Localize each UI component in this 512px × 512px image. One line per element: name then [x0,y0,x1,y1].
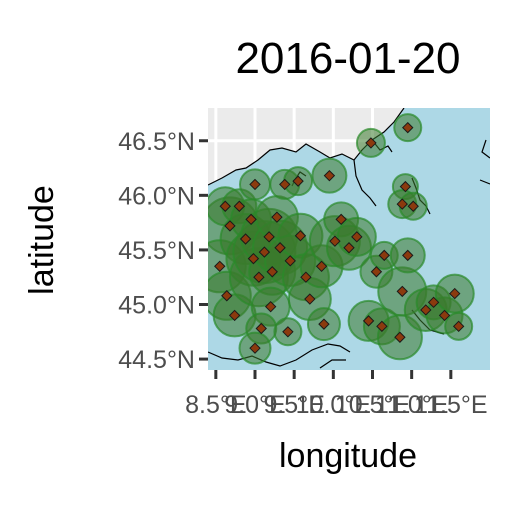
station-marker [304,293,316,305]
station-marker [402,249,414,262]
region-border [479,179,490,185]
station-marker [233,200,246,212]
x-tick-label: 11.5°E [414,391,487,419]
y-tick-label: 45.0°N [118,292,195,320]
station-marker [249,178,261,191]
station-marker [438,309,451,322]
station-marker [255,322,267,335]
region-border [353,159,377,207]
station-marker [239,233,252,245]
x-axis: 8.5°E9.0°E9.5°E10.0°E10.5°E11.0°E11.5°E [185,370,488,419]
y-tick-label: 46.0°N [118,182,195,210]
x-tick-label: 9.5°E [263,391,324,419]
station-marker [370,266,383,278]
region-border [208,343,351,367]
station-marker [264,300,277,313]
x-tick-label: 9.0°E [224,391,285,419]
x-tick-label: 10.0°E [296,391,371,419]
station-marker [452,320,465,333]
station-marker [323,169,336,182]
station-marker [247,252,260,265]
plot-panel [208,108,490,370]
station-marker [396,285,408,298]
station-marker [266,266,278,278]
station-marker [253,271,265,283]
y-tick-label: 44.5°N [118,346,195,374]
x-tick-label: 11.0°E [375,391,448,419]
station-marker [224,220,236,232]
region-border [319,359,346,369]
station-marker [329,235,341,247]
station-marker [249,342,261,354]
x-tick-label: 10.5°E [335,391,410,419]
station-marker [335,213,347,226]
station-marker [214,260,226,272]
y-axis-title: latitude [23,185,61,295]
region-border [481,139,490,159]
station-marker [407,200,419,212]
station-marker [274,242,286,254]
station-marker [343,242,355,254]
station-marker [402,121,414,134]
station-marker [221,290,233,302]
y-tick-label: 45.5°N [118,237,195,265]
station-marker [396,198,408,210]
station-marker [271,211,283,223]
y-tick-label: 46.5°N [118,128,195,156]
chart-title: 2016-01-20 [235,34,460,83]
station-marker [258,246,271,258]
station-marker [219,200,231,212]
station-marker [394,331,406,343]
marker-layer [214,121,465,354]
station-marker [420,304,432,316]
station-marker [294,230,307,242]
station-marker [228,309,241,322]
station-marker [449,287,461,300]
x-tick-label: 8.5°E [185,391,246,419]
station-marker [365,137,377,149]
station-marker [315,260,328,272]
station-marker [351,231,363,243]
station-marker [284,255,296,267]
x-axis-title: longitude [279,437,417,475]
station-marker [399,180,412,193]
station-marker [376,320,388,333]
station-marker [362,315,375,327]
station-marker [245,213,257,226]
station-marker [282,326,294,338]
station-marker [292,175,304,187]
station-marker [427,296,440,309]
y-axis: 44.5°N 45.0°N 45.5°N 46.0°N 46.5°N [118,128,208,374]
station-marker [378,249,390,262]
station-marker [300,271,312,283]
station-marker [318,318,330,330]
station-marker [263,231,275,243]
station-marker [279,178,291,191]
